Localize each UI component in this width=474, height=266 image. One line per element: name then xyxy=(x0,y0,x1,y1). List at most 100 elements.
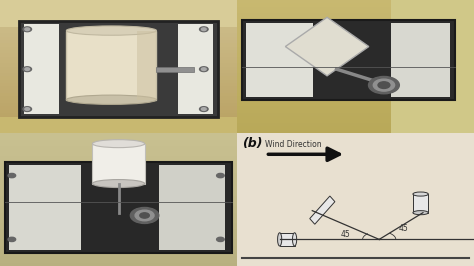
FancyBboxPatch shape xyxy=(0,110,237,113)
FancyBboxPatch shape xyxy=(0,259,237,263)
FancyBboxPatch shape xyxy=(0,93,237,97)
FancyBboxPatch shape xyxy=(0,250,237,253)
Circle shape xyxy=(378,82,390,88)
Ellipse shape xyxy=(92,180,145,188)
FancyBboxPatch shape xyxy=(0,117,237,120)
Circle shape xyxy=(217,237,224,242)
FancyBboxPatch shape xyxy=(0,256,237,259)
FancyBboxPatch shape xyxy=(0,33,237,36)
Text: 45: 45 xyxy=(341,230,351,239)
FancyBboxPatch shape xyxy=(237,0,474,3)
Circle shape xyxy=(200,27,208,32)
Circle shape xyxy=(23,27,31,32)
FancyBboxPatch shape xyxy=(237,33,474,36)
FancyBboxPatch shape xyxy=(0,16,237,20)
Circle shape xyxy=(23,107,31,111)
FancyBboxPatch shape xyxy=(0,77,237,80)
FancyBboxPatch shape xyxy=(0,83,237,86)
FancyBboxPatch shape xyxy=(0,196,237,200)
Circle shape xyxy=(200,67,208,72)
FancyBboxPatch shape xyxy=(0,113,237,117)
FancyBboxPatch shape xyxy=(280,233,294,246)
FancyBboxPatch shape xyxy=(0,73,237,77)
FancyBboxPatch shape xyxy=(0,40,237,43)
FancyBboxPatch shape xyxy=(237,100,474,103)
FancyBboxPatch shape xyxy=(237,40,474,43)
FancyBboxPatch shape xyxy=(237,130,474,133)
FancyBboxPatch shape xyxy=(237,13,474,16)
FancyBboxPatch shape xyxy=(0,133,237,136)
FancyBboxPatch shape xyxy=(0,146,237,149)
FancyBboxPatch shape xyxy=(0,126,237,130)
Circle shape xyxy=(373,79,394,91)
FancyBboxPatch shape xyxy=(0,200,237,203)
FancyBboxPatch shape xyxy=(237,83,474,86)
FancyBboxPatch shape xyxy=(0,219,237,223)
FancyBboxPatch shape xyxy=(0,210,237,213)
Ellipse shape xyxy=(66,95,156,105)
FancyBboxPatch shape xyxy=(237,36,474,40)
FancyBboxPatch shape xyxy=(0,149,237,153)
FancyBboxPatch shape xyxy=(391,23,450,97)
FancyBboxPatch shape xyxy=(0,57,237,60)
Ellipse shape xyxy=(66,26,156,35)
FancyBboxPatch shape xyxy=(237,110,474,113)
FancyBboxPatch shape xyxy=(0,7,237,10)
FancyBboxPatch shape xyxy=(237,7,474,10)
FancyBboxPatch shape xyxy=(0,216,237,219)
FancyBboxPatch shape xyxy=(159,165,225,250)
FancyBboxPatch shape xyxy=(0,86,237,90)
FancyBboxPatch shape xyxy=(237,80,474,83)
FancyBboxPatch shape xyxy=(0,160,237,163)
Circle shape xyxy=(8,237,16,242)
FancyBboxPatch shape xyxy=(237,53,474,57)
FancyBboxPatch shape xyxy=(92,144,145,184)
FancyBboxPatch shape xyxy=(413,194,428,213)
Circle shape xyxy=(368,77,399,94)
FancyBboxPatch shape xyxy=(237,43,474,47)
FancyBboxPatch shape xyxy=(0,80,237,83)
FancyBboxPatch shape xyxy=(9,165,81,250)
FancyBboxPatch shape xyxy=(0,66,237,70)
Circle shape xyxy=(25,108,29,110)
FancyBboxPatch shape xyxy=(237,27,474,30)
FancyBboxPatch shape xyxy=(237,23,474,27)
Circle shape xyxy=(8,173,16,178)
FancyBboxPatch shape xyxy=(0,30,237,33)
FancyBboxPatch shape xyxy=(0,100,237,103)
Ellipse shape xyxy=(413,192,428,196)
FancyBboxPatch shape xyxy=(0,120,237,123)
Ellipse shape xyxy=(92,140,145,148)
FancyBboxPatch shape xyxy=(5,162,232,253)
FancyBboxPatch shape xyxy=(0,229,237,233)
FancyBboxPatch shape xyxy=(0,253,237,256)
FancyBboxPatch shape xyxy=(237,47,474,50)
FancyBboxPatch shape xyxy=(0,97,237,100)
FancyBboxPatch shape xyxy=(237,16,474,20)
FancyBboxPatch shape xyxy=(0,239,237,243)
FancyBboxPatch shape xyxy=(0,0,237,3)
FancyBboxPatch shape xyxy=(237,97,474,100)
FancyBboxPatch shape xyxy=(237,90,474,93)
FancyBboxPatch shape xyxy=(237,66,474,70)
FancyBboxPatch shape xyxy=(0,50,237,53)
FancyBboxPatch shape xyxy=(0,70,237,73)
Ellipse shape xyxy=(292,233,297,246)
FancyBboxPatch shape xyxy=(237,123,474,126)
Polygon shape xyxy=(310,196,335,224)
FancyBboxPatch shape xyxy=(0,13,237,16)
Text: Wind Direction: Wind Direction xyxy=(265,140,322,149)
Circle shape xyxy=(130,207,159,223)
FancyBboxPatch shape xyxy=(0,183,237,186)
FancyBboxPatch shape xyxy=(0,63,237,66)
FancyBboxPatch shape xyxy=(0,236,237,239)
FancyBboxPatch shape xyxy=(0,180,237,183)
FancyBboxPatch shape xyxy=(0,163,237,166)
FancyBboxPatch shape xyxy=(237,86,474,90)
FancyBboxPatch shape xyxy=(0,156,237,160)
FancyBboxPatch shape xyxy=(0,213,237,216)
FancyBboxPatch shape xyxy=(237,73,474,77)
Circle shape xyxy=(25,68,29,70)
FancyBboxPatch shape xyxy=(0,243,237,246)
Circle shape xyxy=(140,213,149,218)
